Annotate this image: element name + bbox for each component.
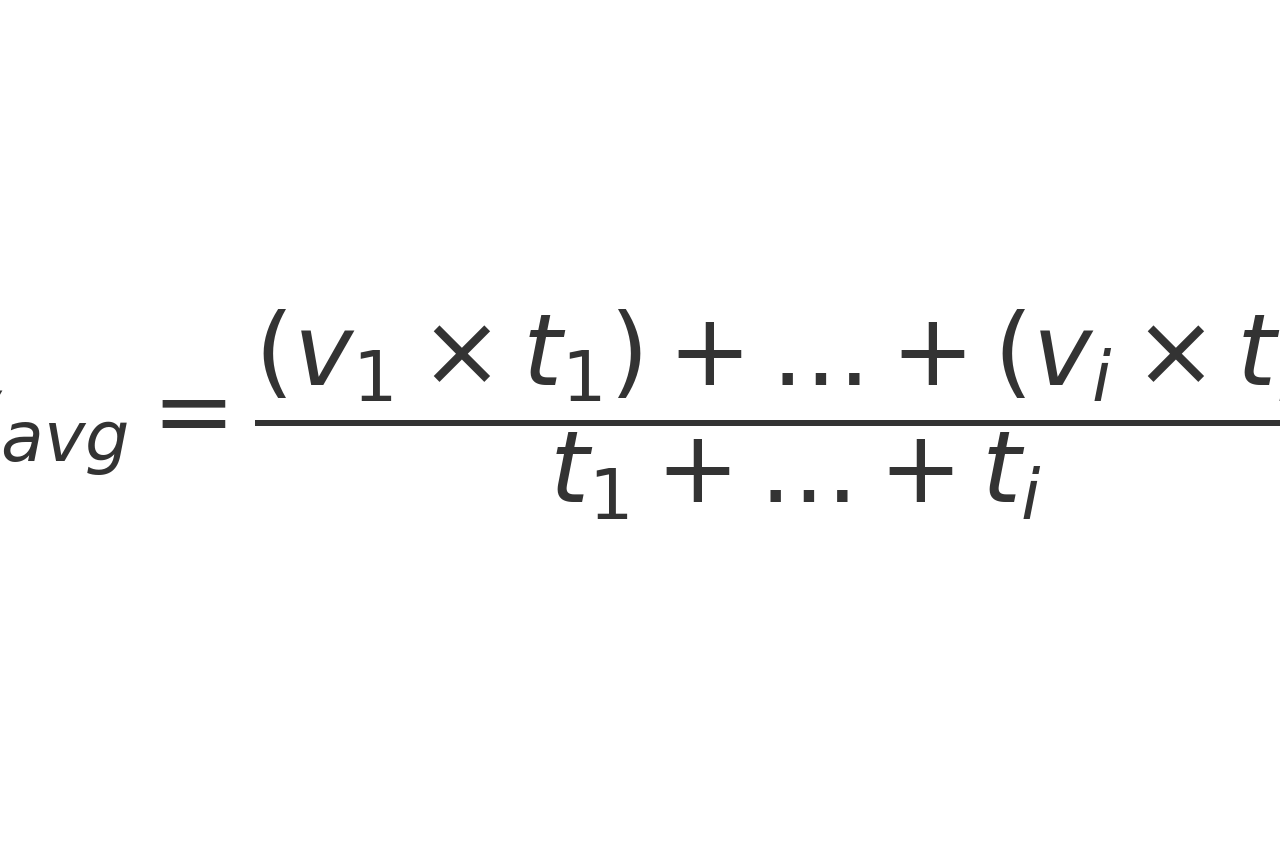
FancyBboxPatch shape [643, 779, 659, 789]
Text: Average Velocity Formula: Average Velocity Formula [40, 21, 1240, 113]
FancyBboxPatch shape [621, 763, 637, 774]
FancyBboxPatch shape [623, 744, 657, 758]
Text: www.inchcalculator.com: www.inchcalculator.com [470, 814, 810, 838]
FancyBboxPatch shape [621, 779, 637, 789]
FancyBboxPatch shape [643, 794, 659, 805]
FancyBboxPatch shape [643, 763, 659, 774]
Text: $v_{avg} = \dfrac{(v_1 \times t_1) + \ldots + (v_i \times t_i)}{t_1 + \ldots + t: $v_{avg} = \dfrac{(v_1 \times t_1) + \ld… [0, 308, 1280, 522]
FancyBboxPatch shape [621, 794, 637, 805]
